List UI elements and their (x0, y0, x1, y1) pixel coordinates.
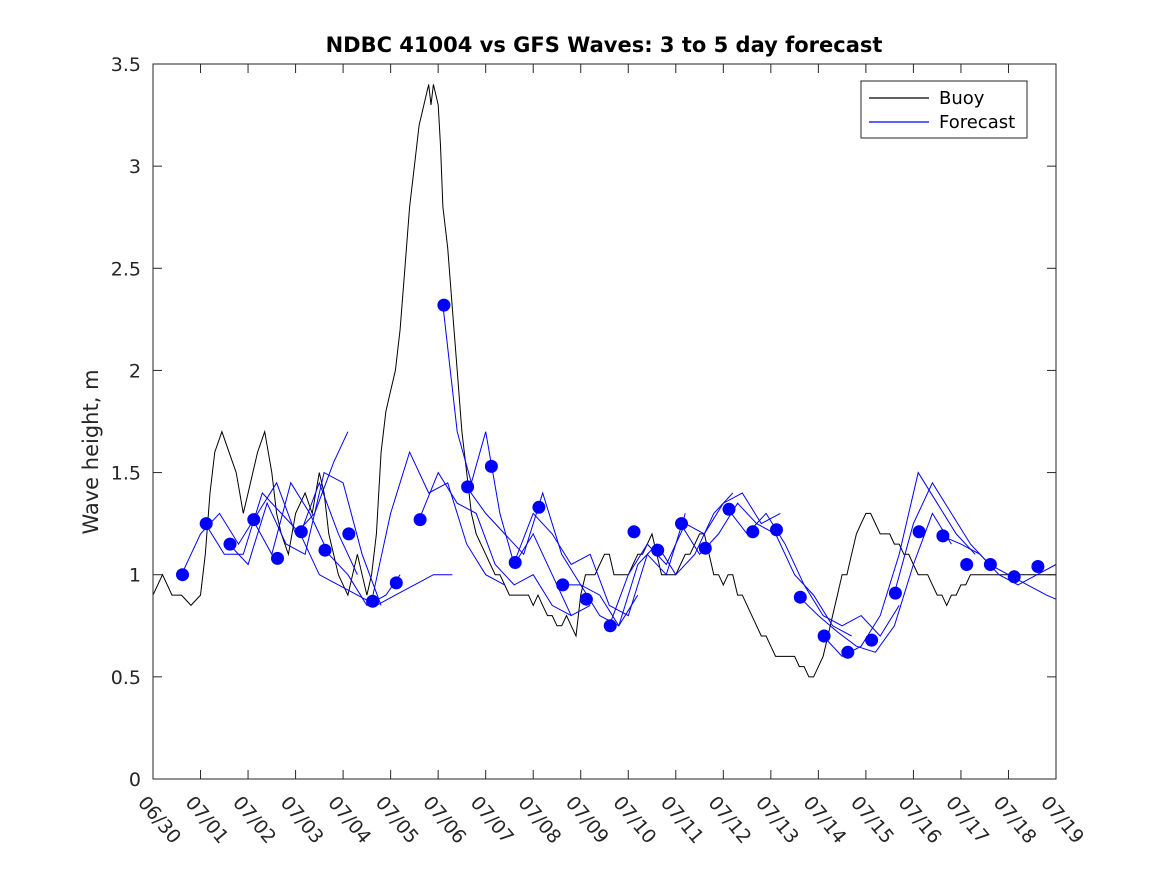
forecast-point-30 (865, 633, 879, 647)
forecast-run-line-7 (418, 471, 591, 617)
forecast-point-23 (698, 541, 712, 555)
forecast-run-line-18 (941, 535, 1057, 586)
chart-title: NDBC 41004 vs GFS Waves: 3 to 5 day fore… (326, 33, 883, 57)
forecast-point-14 (484, 459, 498, 473)
forecast-point-4 (247, 513, 261, 527)
forecast-point-22 (675, 517, 688, 531)
y-tick-label: 2.5 (111, 258, 141, 280)
forecast-point-17 (556, 578, 570, 592)
forecast-point-29 (841, 645, 855, 659)
forecast-run-line-10 (513, 512, 686, 617)
forecast-run-line-6 (371, 450, 505, 602)
legend-forecast-label: Forecast (939, 112, 1015, 133)
legend: Buoy Forecast (860, 80, 1028, 139)
y-tick-label: 3 (129, 156, 141, 178)
forecast-point-12 (437, 298, 451, 312)
forecast-point-37 (1031, 560, 1045, 573)
forecast-point-9 (366, 594, 380, 608)
forecast-run-line-15 (799, 512, 952, 653)
forecast-run-line-14 (727, 508, 900, 637)
forecast-point-24 (722, 502, 736, 516)
legend-box (860, 80, 1028, 139)
forecast-point-20 (627, 525, 641, 539)
forecast-point-27 (793, 590, 807, 604)
y-tick-label: 0 (129, 769, 141, 791)
forecast-point-3 (223, 537, 237, 551)
forecast-point-28 (817, 629, 831, 643)
y-tick-label: 1.5 (111, 463, 141, 485)
forecast-point-36 (1007, 570, 1021, 584)
forecast-point-10 (389, 576, 403, 590)
forecast-point-1 (176, 568, 189, 582)
forecast-point-33 (936, 529, 950, 543)
forecast-point-15 (508, 556, 522, 569)
forecast-point-19 (603, 619, 617, 633)
forecast-point-25 (746, 525, 760, 539)
forecast-run-line-12 (608, 492, 781, 626)
forecast-point-31 (888, 586, 902, 600)
forecast-run-line-8 (442, 305, 572, 616)
forecast-point-7 (318, 543, 332, 557)
plot-background (153, 64, 1056, 779)
y-tick-label: 1 (129, 565, 141, 587)
y-tick-label: 0.5 (111, 667, 141, 689)
y-tick-label: 2 (129, 360, 141, 382)
forecast-point-11 (413, 513, 427, 527)
forecast-point-21 (651, 543, 665, 557)
legend-buoy-label: Buoy (939, 88, 985, 109)
y-tick-label: 3.5 (111, 54, 141, 76)
forecast-point-8 (342, 527, 356, 541)
forecast-run-line-9 (466, 486, 639, 627)
forecast-point-13 (461, 480, 475, 494)
forecast-point-16 (532, 500, 546, 514)
forecast-point-35 (983, 558, 997, 571)
plot-area: 00.511.522.533.506/3007/0107/0207/0307/0… (111, 54, 1088, 848)
forecast-point-34 (960, 558, 974, 571)
axes-box (152, 63, 1057, 780)
forecast-point-32 (912, 525, 926, 539)
forecast-run-line-2 (204, 481, 358, 575)
forecast-point-18 (579, 592, 593, 606)
forecast-point-6 (294, 525, 308, 539)
y-axis-label: Wave height, m (79, 369, 103, 534)
forecast-point-2 (199, 517, 213, 531)
forecast-point-5 (271, 551, 284, 565)
forecast-run-line-3 (228, 471, 382, 606)
forecast-point-26 (770, 523, 783, 537)
